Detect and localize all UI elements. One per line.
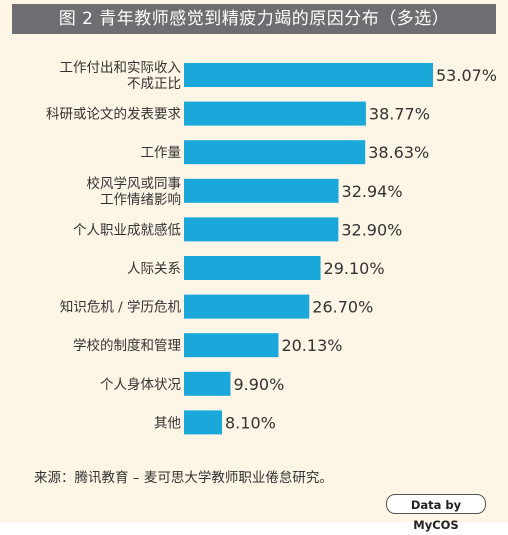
bar-3 [184,178,339,203]
value-label-4: 32.90% [341,220,402,239]
bar-4 [184,217,339,242]
category-label-3: 校风学风或同事工作情绪影响 [87,175,182,208]
bar-9 [184,410,223,435]
bar-2 [184,140,366,165]
bar-chart: 工作付出和实际收入不成正比 53.07% 科研或论文的发表要求 38.77% 工作量 38… [46,60,497,435]
bar-1 [184,101,366,126]
category-label-1: 科研或论文的发表要求 [46,107,181,123]
bar-5 [184,256,321,280]
category-label-8: 个人身体状况 [100,377,181,393]
value-label-3: 32.94% [342,182,403,201]
source-note: 来源：腾讯教育 – 麦可思大学教师职业倦怠研究。 [34,470,333,486]
category-label-4: 个人职业成就感低 [73,221,181,238]
category-label-6: 知识危机 / 学历危机 [60,299,182,316]
value-label-6: 26.70% [312,298,373,317]
value-label-2: 38.63% [368,143,429,162]
value-label-5: 29.10% [324,259,385,278]
bar-6 [184,294,310,319]
data-by-mycos-badge: Data by MyCOS [386,494,486,532]
value-label-0: 53.07% [436,66,497,85]
value-label-7: 20.13% [281,336,342,355]
value-label-9: 8.10% [225,413,276,432]
bar-7 [184,333,279,358]
category-label-0: 工作付出和实际收入不成正比 [60,60,182,92]
category-label-9: 其他 [154,415,181,431]
category-label-7: 学校的制度和管理 [73,337,181,354]
category-label-5: 人际关系 [127,261,181,277]
category-label-2: 工作量 [141,145,182,161]
bar-8 [184,371,231,396]
value-label-8: 9.90% [233,375,284,394]
value-label-1: 38.77% [369,105,430,124]
bar-0 [184,63,433,87]
chart-title: 图 2 青年教师感觉到精疲力竭的原因分布（多选） [12,4,496,34]
